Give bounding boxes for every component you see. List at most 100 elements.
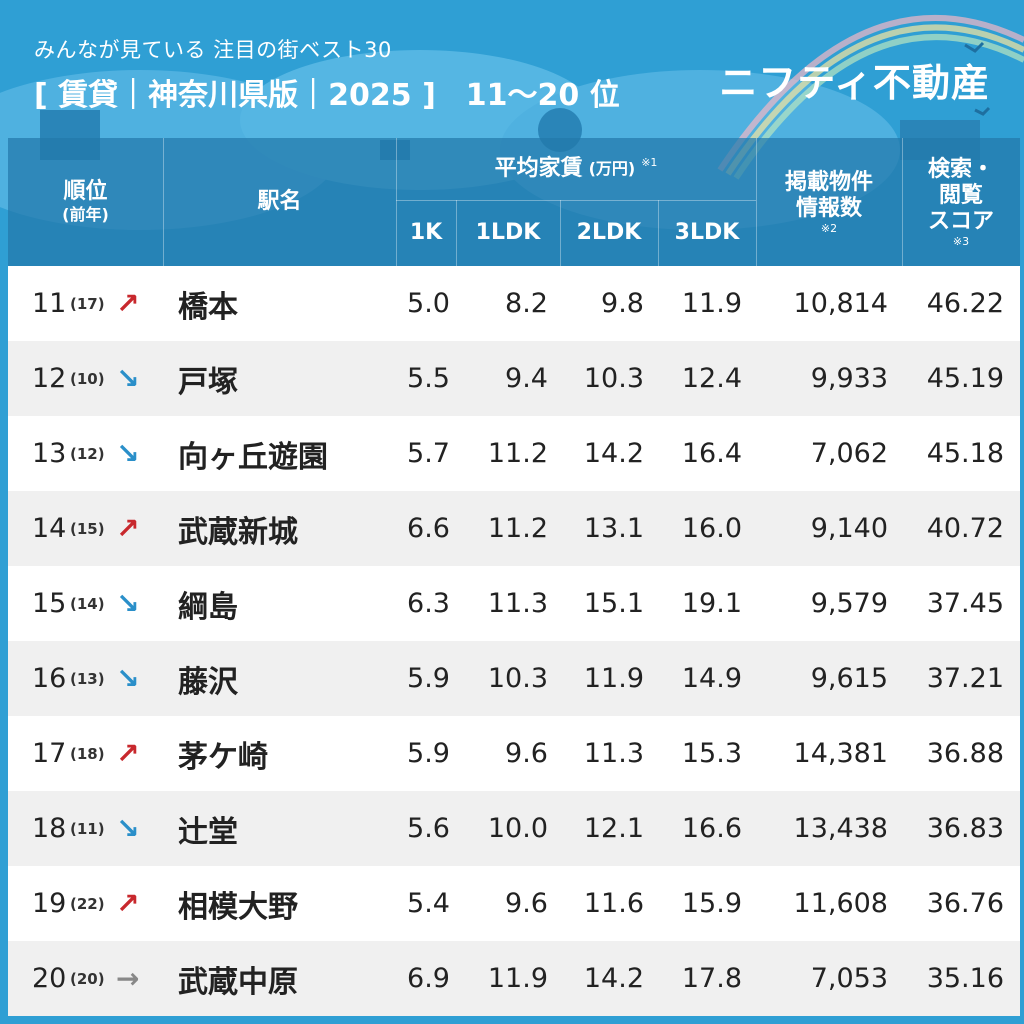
- table-header: 順位 (前年) 駅名 平均家賃 (万円) ※1 1K 1LDK 2LDK 3LD…: [8, 138, 1020, 266]
- rent-1ldk-cell: 10.0: [487, 813, 548, 844]
- header-divider: [456, 200, 457, 266]
- station-name-cell: 橋本: [178, 289, 238, 325]
- column-header-rent: 平均家賃 (万円) ※1: [396, 138, 756, 200]
- ranking-title: [ 賃貸｜神奈川県版｜2025 ] 11〜20 位: [34, 78, 620, 113]
- 1k-header-label: 1K: [409, 220, 443, 245]
- 1ldk-header-label: 1LDK: [475, 220, 541, 245]
- rent-header-label: 平均家賃: [494, 156, 583, 181]
- score-cell: 35.16: [926, 963, 1004, 994]
- rent-2ldk-cell: 10.3: [583, 363, 644, 394]
- rank-cell: 16: [32, 663, 67, 694]
- station-name-cell: 向ヶ丘遊園: [178, 439, 328, 475]
- table-row: 12 (10) ↘ 戸塚 5.5 9.4 10.3 12.4 9,933 45.19: [8, 341, 1020, 416]
- rent-1ldk-cell: 10.3: [487, 663, 548, 694]
- rent-3ldk-cell: 16.0: [681, 513, 742, 544]
- previous-rank-cell: (14): [70, 594, 105, 613]
- rent-1k-cell: 5.7: [407, 438, 450, 469]
- header-divider: [756, 138, 757, 266]
- station-name-cell: 綱島: [178, 589, 238, 625]
- rent-1ldk-cell: 11.3: [487, 588, 548, 619]
- score-cell: 36.76: [926, 888, 1004, 919]
- trend-arrow-icon: ↗: [116, 887, 140, 920]
- score-cell: 45.18: [926, 438, 1004, 469]
- column-header-1ldk: 1LDK: [456, 200, 560, 266]
- rent-1k-cell: 5.9: [407, 663, 450, 694]
- rank-header-label: 順位: [63, 179, 108, 204]
- rent-2ldk-cell: 13.1: [583, 513, 644, 544]
- score-cell: 37.21: [926, 663, 1004, 694]
- listings-count-cell: 9,933: [810, 363, 888, 394]
- rank-cell: 13: [32, 438, 67, 469]
- rent-3ldk-cell: 14.9: [681, 663, 742, 694]
- ranking-table: 順位 (前年) 駅名 平均家賃 (万円) ※1 1K 1LDK 2LDK 3LD…: [8, 138, 1020, 1018]
- rank-cell: 11: [32, 288, 67, 319]
- header-divider: [560, 200, 561, 266]
- rent-2ldk-cell: 11.3: [583, 738, 644, 769]
- rent-2ldk-cell: 14.2: [583, 963, 644, 994]
- station-name-cell: 藤沢: [178, 664, 238, 700]
- rank-cell: 20: [32, 963, 67, 994]
- rank-cell: 15: [32, 588, 67, 619]
- table-row: 20 (20) → 武蔵中原 6.9 11.9 14.2 17.8 7,053 35.16: [8, 941, 1020, 1016]
- listings-count-cell: 7,053: [810, 963, 888, 994]
- trend-arrow-icon: ↘: [116, 437, 140, 470]
- rank-cell: 18: [32, 813, 67, 844]
- previous-rank-cell: (17): [70, 294, 105, 313]
- previous-rank-cell: (12): [70, 444, 105, 463]
- rent-3ldk-cell: 15.9: [681, 888, 742, 919]
- listings-count-cell: 7,062: [810, 438, 888, 469]
- rent-2ldk-cell: 11.9: [583, 663, 644, 694]
- column-header-2ldk: 2LDK: [560, 200, 658, 266]
- trend-arrow-icon: ↗: [116, 737, 140, 770]
- previous-rank-cell: (18): [70, 744, 105, 763]
- trend-arrow-icon: ↘: [116, 812, 140, 845]
- table-row: 19 (22) ↗ 相模大野 5.4 9.6 11.6 15.9 11,608 36.76: [8, 866, 1020, 941]
- listings-count-cell: 14,381: [793, 738, 888, 769]
- column-header-rank: 順位 (前年): [8, 138, 163, 266]
- rank-cell: 19: [32, 888, 67, 919]
- header-divider: [902, 138, 903, 266]
- listings-header-line2: 情報数: [795, 195, 862, 221]
- previous-rank-cell: (22): [70, 894, 105, 913]
- listings-count-cell: 9,615: [810, 663, 888, 694]
- table-row: 17 (18) ↗ 茅ケ崎 5.9 9.6 11.3 15.3 14,381 36.88: [8, 716, 1020, 791]
- rent-2ldk-cell: 11.6: [583, 888, 644, 919]
- rent-3ldk-cell: 12.4: [681, 363, 742, 394]
- listings-count-cell: 9,140: [810, 513, 888, 544]
- rent-1ldk-cell: 11.2: [487, 513, 548, 544]
- listings-count-cell: 9,579: [810, 588, 888, 619]
- previous-rank-cell: (13): [70, 669, 105, 688]
- rent-1ldk-cell: 9.6: [505, 888, 548, 919]
- station-name-cell: 相模大野: [178, 889, 298, 925]
- rent-1k-cell: 5.4: [407, 888, 450, 919]
- rent-3ldk-cell: 17.8: [681, 963, 742, 994]
- column-header-listings: 掲載物件 情報数 ※2: [756, 138, 902, 266]
- table-row: 11 (17) ↗ 橋本 5.0 8.2 9.8 11.9 10,814 46.22: [8, 266, 1020, 341]
- rent-1k-cell: 6.6: [407, 513, 450, 544]
- rent-2ldk-cell: 15.1: [583, 588, 644, 619]
- rent-1ldk-cell: 8.2: [505, 288, 548, 319]
- rank-cell: 17: [32, 738, 67, 769]
- rent-1k-cell: 6.9: [407, 963, 450, 994]
- ranking-subtitle: みんなが見ている 注目の街ベスト30: [34, 38, 392, 62]
- rent-2ldk-cell: 14.2: [583, 438, 644, 469]
- rent-1k-cell: 5.6: [407, 813, 450, 844]
- rent-1ldk-cell: 9.4: [505, 363, 548, 394]
- score-cell: 36.83: [926, 813, 1004, 844]
- station-name-cell: 戸塚: [178, 364, 238, 400]
- previous-rank-cell: (11): [70, 819, 105, 838]
- score-cell: 46.22: [926, 288, 1004, 319]
- rent-1k-cell: 5.9: [407, 738, 450, 769]
- trend-arrow-icon: ↘: [116, 362, 140, 395]
- previous-rank-cell: (20): [70, 969, 105, 988]
- rent-header-note: ※1: [641, 155, 658, 169]
- rent-1k-cell: 6.3: [407, 588, 450, 619]
- listings-header-note: ※2: [820, 221, 838, 235]
- rent-3ldk-cell: 16.6: [681, 813, 742, 844]
- score-cell: 40.72: [926, 513, 1004, 544]
- 3ldk-header-label: 3LDK: [674, 220, 740, 245]
- trend-arrow-icon: ↗: [116, 287, 140, 320]
- station-name-cell: 辻堂: [178, 814, 238, 850]
- column-header-1k: 1K: [396, 200, 456, 266]
